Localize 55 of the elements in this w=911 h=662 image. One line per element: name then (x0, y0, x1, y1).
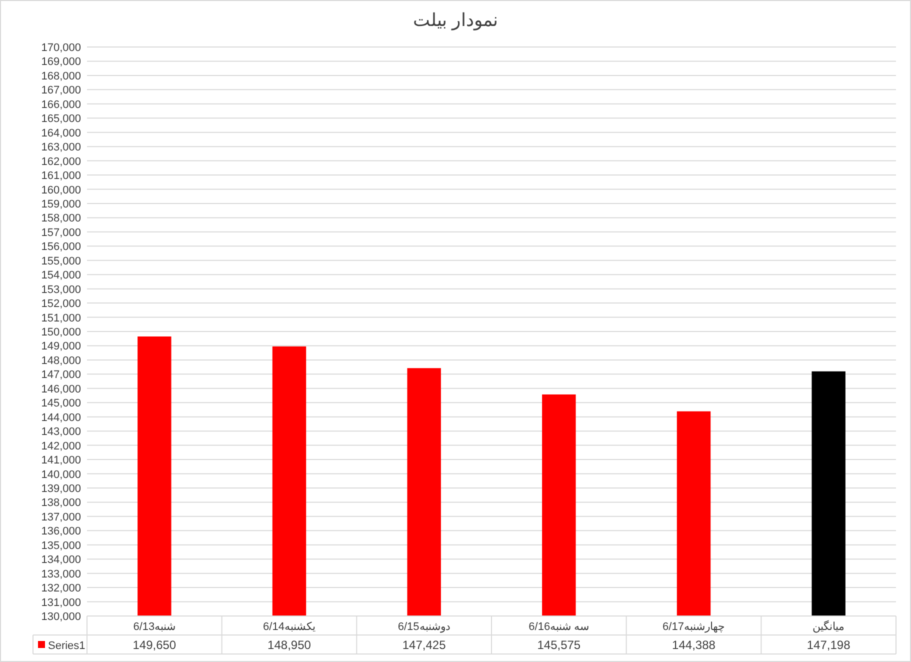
x-tick-label: دوشنبه6/15 (398, 621, 450, 633)
y-tick-label: 168,000 (41, 70, 81, 82)
data-label: 147,425 (402, 638, 446, 652)
y-tick-label: 141,000 (41, 454, 81, 467)
data-label: 145,575 (537, 638, 581, 652)
y-tick-label: 151,000 (41, 312, 81, 324)
y-tick-label: 164,000 (41, 127, 81, 140)
y-tick-label: 162,000 (41, 156, 81, 168)
y-tick-label: 155,000 (41, 255, 81, 268)
y-tick-label: 156,000 (41, 241, 81, 254)
y-tick-label: 144,000 (41, 412, 81, 424)
y-tick-label: 149,000 (41, 340, 81, 353)
y-tick-label: 137,000 (41, 511, 81, 524)
y-tick-label: 160,000 (41, 184, 81, 196)
y-tick-label: 132,000 (41, 582, 81, 595)
y-tick-label: 138,000 (41, 497, 81, 510)
chart-title: نمودار بیلت (412, 10, 498, 31)
y-tick-label: 152,000 (41, 298, 81, 310)
y-tick-label: 142,000 (41, 440, 81, 452)
y-tick-label: 166,000 (41, 98, 81, 111)
y-tick-label: 148,000 (41, 354, 81, 367)
y-tick-label: 170,000 (41, 42, 81, 54)
x-tick-label: چهارشنبه6/17 (662, 621, 725, 633)
y-tick-label: 169,000 (41, 56, 81, 68)
y-tick-label: 134,000 (41, 554, 81, 566)
data-label: 149,650 (132, 638, 176, 652)
y-tick-label: 145,000 (41, 398, 81, 410)
y-tick-label: 136,000 (41, 526, 81, 538)
y-tick-label: 158,000 (41, 212, 81, 225)
y-tick-label: 147,000 (41, 369, 81, 382)
x-tick-label: یکشنبه6/14 (263, 621, 316, 633)
y-tick-label: 131,000 (41, 596, 81, 609)
legend-label: Series1 (48, 640, 86, 652)
y-tick-label: 150,000 (41, 326, 81, 338)
data-label: 144,388 (672, 638, 716, 652)
y-tick-label: 139,000 (41, 482, 81, 495)
y-tick-label: 165,000 (41, 113, 81, 126)
y-tick-label: 133,000 (41, 568, 81, 580)
y-tick-label: 135,000 (41, 540, 81, 552)
y-tick-label: 153,000 (41, 284, 81, 296)
y-tick-label: 146,000 (41, 383, 81, 396)
y-tick-label: 154,000 (41, 270, 81, 282)
y-tick-label: 163,000 (41, 142, 81, 154)
data-label: 148,950 (268, 638, 312, 652)
y-tick-label: 161,000 (41, 170, 81, 182)
x-tick-label: سه شنبه6/16 (528, 621, 590, 633)
data-label: 147,198 (806, 638, 851, 652)
x-tick-label: شنبه6/13 (133, 621, 176, 633)
y-tick-label: 143,000 (41, 426, 81, 438)
x-tick-label: میانگین (812, 620, 845, 633)
y-tick-label: 167,000 (41, 84, 81, 97)
y-tick-label: 130,000 (41, 611, 81, 623)
y-tick-label: 159,000 (41, 198, 81, 210)
y-tick-label: 157,000 (41, 226, 81, 239)
y-tick-label: 140,000 (41, 468, 81, 481)
